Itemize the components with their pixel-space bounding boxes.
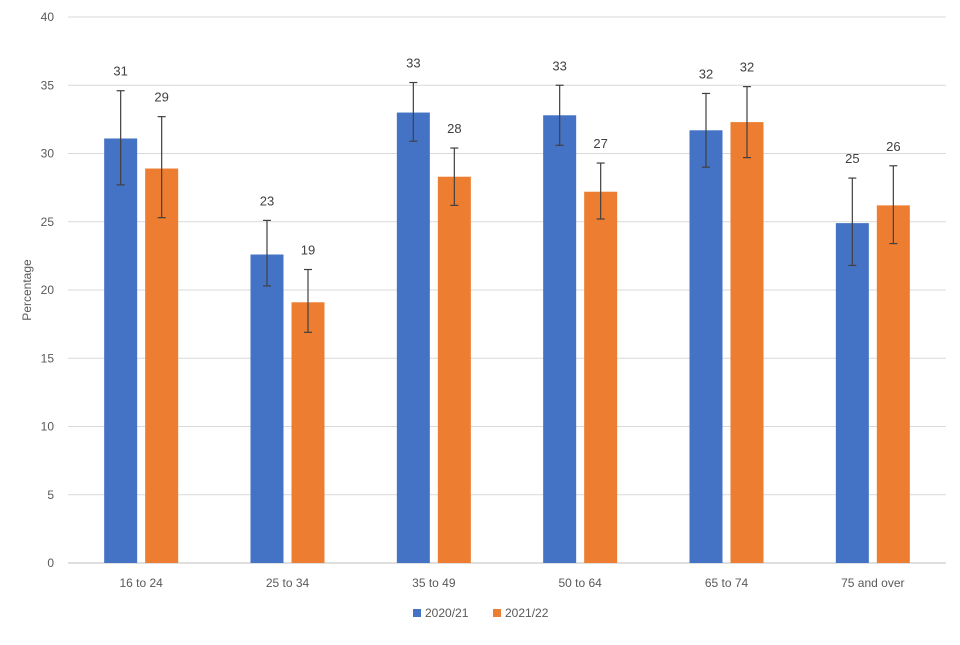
- y-tick-label: 40: [41, 10, 55, 24]
- y-tick-label: 5: [47, 488, 54, 502]
- x-tick-label: 16 to 24: [119, 576, 163, 590]
- bar: [250, 254, 284, 563]
- bar: [543, 115, 577, 563]
- legend-swatch: [413, 609, 421, 617]
- bar: [396, 112, 430, 564]
- data-label: 33: [406, 56, 420, 71]
- data-label: 25: [845, 151, 859, 166]
- x-tick-label: 35 to 49: [412, 576, 456, 590]
- bar: [835, 223, 869, 564]
- x-tick-label: 25 to 34: [266, 576, 310, 590]
- data-label: 32: [699, 66, 713, 81]
- bars: [104, 112, 910, 564]
- y-tick-label: 15: [41, 351, 55, 365]
- data-label: 31: [113, 64, 127, 79]
- data-label: 33: [552, 58, 566, 73]
- y-axis: 0 5 10 15 20 25 30 35 40: [41, 10, 55, 570]
- bar: [437, 176, 471, 563]
- error-bars: [116, 81, 898, 333]
- x-tick-label: 50 to 64: [558, 576, 602, 590]
- data-label: 19: [301, 243, 315, 258]
- bar: [584, 191, 618, 563]
- data-label: 26: [886, 139, 900, 154]
- gridlines: [68, 16, 946, 564]
- y-tick-label: 10: [41, 420, 55, 434]
- x-tick-label: 65 to 74: [705, 576, 749, 590]
- legend: 2020/21 2021/22: [413, 606, 549, 620]
- bar: [876, 205, 910, 563]
- y-tick-label: 0: [47, 556, 54, 570]
- data-label: 23: [260, 193, 274, 208]
- legend-label: 2020/21: [425, 606, 469, 620]
- bar: [689, 130, 723, 564]
- legend-swatch: [493, 609, 501, 617]
- bar: [145, 168, 179, 563]
- y-tick-label: 25: [41, 215, 55, 229]
- legend-label: 2021/22: [505, 606, 549, 620]
- bar: [730, 122, 764, 563]
- data-labels: 31 29 23 19 33 28 33 27 32 32 25 26: [113, 56, 900, 258]
- y-axis-title: Percentage: [20, 259, 34, 321]
- data-label: 29: [154, 90, 168, 105]
- data-label: 32: [740, 60, 754, 75]
- bar: [291, 302, 325, 563]
- x-axis: 16 to 24 25 to 34 35 to 49 50 to 64 65 to 74…: [119, 576, 904, 590]
- y-tick-label: 20: [41, 283, 55, 297]
- bar: [104, 138, 138, 564]
- x-tick-label: 75 and over: [841, 576, 904, 590]
- data-label: 28: [447, 121, 461, 136]
- y-tick-label: 35: [41, 78, 55, 92]
- y-tick-label: 30: [41, 147, 55, 161]
- data-label: 27: [593, 136, 607, 151]
